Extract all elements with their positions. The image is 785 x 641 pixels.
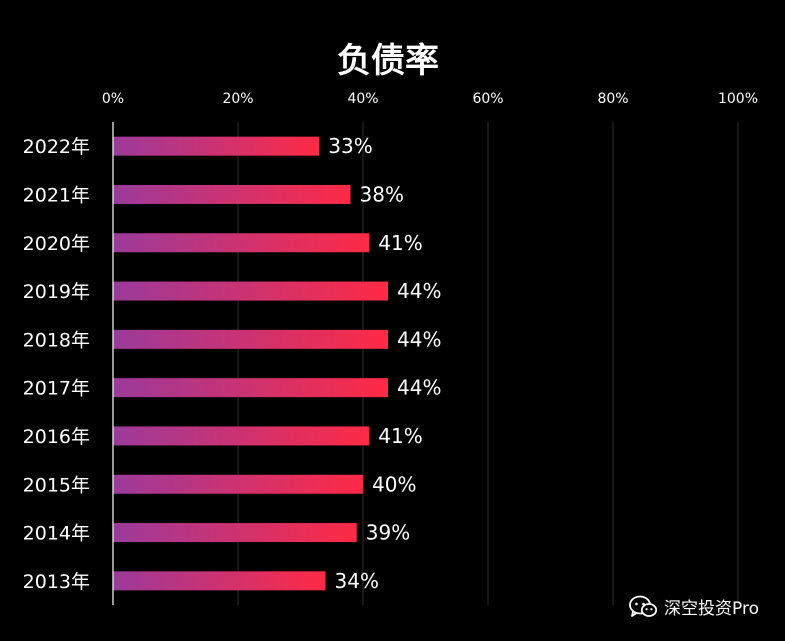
y-tick-label: 2013年 [23, 571, 90, 593]
watermark: 深空投资Pro [628, 594, 759, 619]
bar [113, 281, 388, 301]
bar [113, 523, 357, 543]
bar [113, 378, 388, 398]
data-labels: 33% 38% 41% 44% 44% 44% 41% 40% 39% 34% [328, 134, 441, 593]
data-label: 44% [397, 279, 441, 303]
bar [113, 426, 370, 446]
y-tick-label: 2020年 [23, 233, 90, 255]
y-tick-label: 2018年 [23, 329, 90, 351]
data-label: 39% [366, 521, 410, 545]
data-label: 34% [335, 569, 379, 593]
x-tick-label: 0% [102, 91, 124, 107]
x-tick-label: 40% [347, 91, 378, 107]
data-label: 38% [360, 182, 404, 206]
data-label: 41% [378, 424, 422, 448]
bars [113, 136, 388, 591]
bar [113, 329, 388, 349]
bar [113, 233, 370, 253]
bar [113, 136, 320, 156]
x-tick-label: 100% [718, 91, 758, 107]
bar [113, 184, 351, 204]
y-tick-label: 2017年 [23, 378, 90, 400]
y-tick-label: 2016年 [23, 426, 90, 448]
data-label: 40% [372, 472, 416, 496]
y-tick-label: 2021年 [23, 184, 90, 206]
data-label: 33% [328, 134, 372, 158]
bar [113, 571, 326, 591]
y-tick-label: 2019年 [23, 281, 90, 303]
watermark-text: 深空投资Pro [664, 599, 759, 619]
chart-title: 负债率 [337, 41, 439, 81]
data-label: 44% [397, 327, 441, 351]
y-tick-label: 2015年 [23, 474, 90, 496]
wechat-icon [629, 595, 658, 617]
x-axis-ticks: 0% 20% 40% 60% 80% 100% [102, 91, 758, 107]
data-label: 44% [397, 376, 441, 400]
y-tick-label: 2022年 [23, 136, 90, 158]
x-tick-label: 20% [222, 91, 253, 107]
x-tick-label: 60% [472, 91, 503, 107]
x-tick-label: 80% [597, 91, 628, 107]
y-tick-label: 2014年 [23, 523, 90, 545]
data-label: 41% [378, 231, 422, 255]
y-axis-ticks: 2022年 2021年 2020年 2019年 2018年 2017年 2016年 2015年… [23, 136, 90, 593]
bar [113, 474, 363, 494]
